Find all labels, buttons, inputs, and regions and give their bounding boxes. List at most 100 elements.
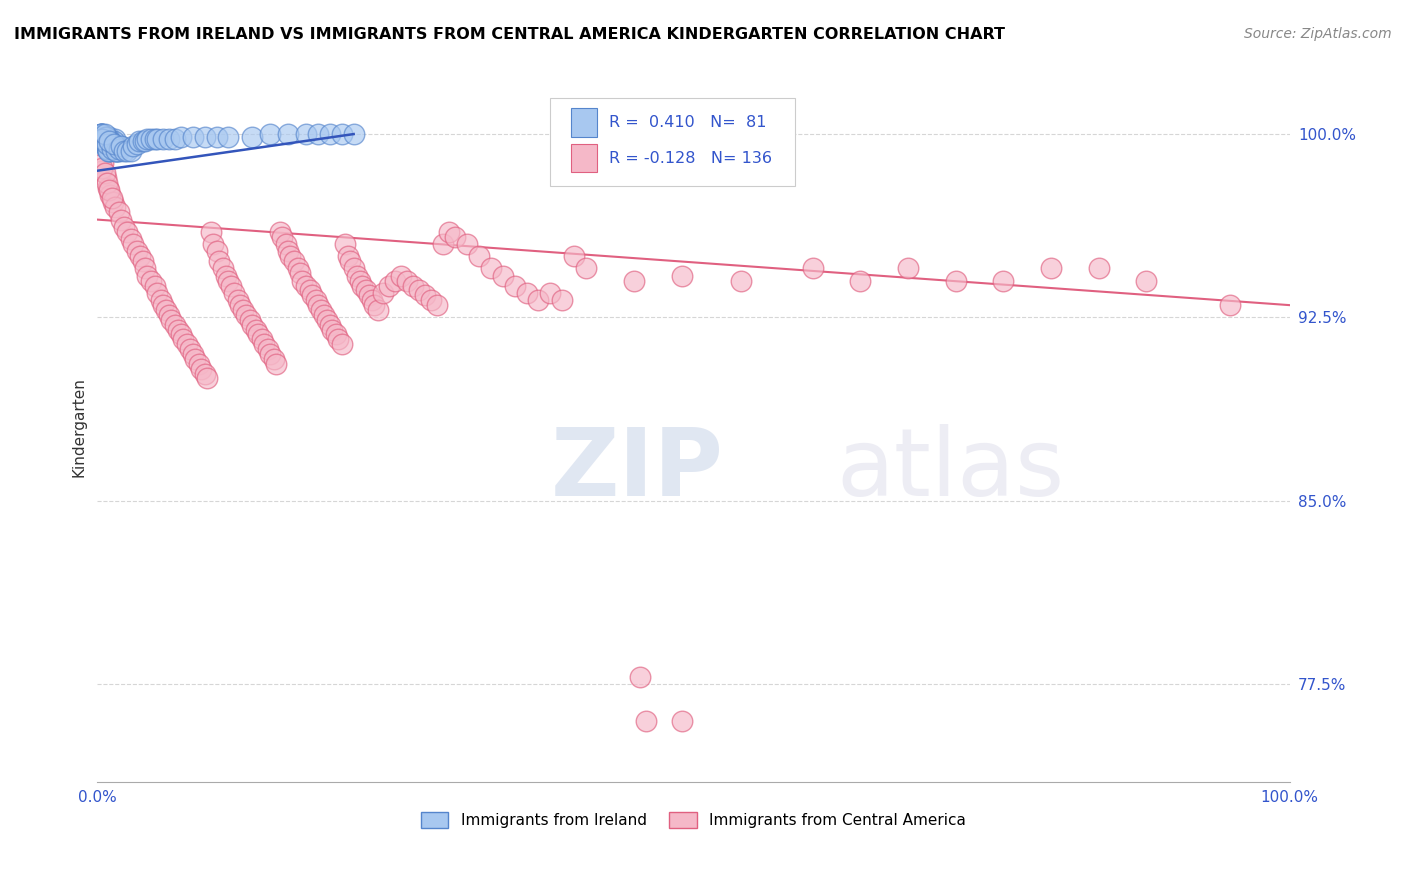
Point <box>259 347 281 361</box>
Point <box>122 139 145 153</box>
Point <box>240 318 263 332</box>
Point <box>105 144 128 158</box>
Point <box>349 274 371 288</box>
Point <box>120 232 142 246</box>
Point <box>103 136 125 151</box>
Point <box>479 261 502 276</box>
Point <box>319 127 342 141</box>
Point <box>201 237 224 252</box>
Point <box>298 284 321 298</box>
Point <box>420 293 443 308</box>
Point <box>280 249 302 263</box>
Point <box>94 129 117 144</box>
Point <box>100 135 122 149</box>
Point <box>167 322 190 336</box>
Point <box>319 318 342 332</box>
Point <box>104 144 127 158</box>
Text: ZIP: ZIP <box>550 424 723 516</box>
Point <box>190 361 212 376</box>
Point <box>90 127 112 141</box>
Point <box>339 254 361 268</box>
Point <box>93 166 115 180</box>
Point <box>215 268 238 283</box>
Point <box>170 129 193 144</box>
Point <box>437 225 460 239</box>
Text: atlas: atlas <box>837 424 1064 516</box>
Point <box>575 261 598 276</box>
Point <box>139 132 162 146</box>
Point <box>200 225 222 239</box>
Point <box>94 132 117 146</box>
Point <box>98 135 121 149</box>
Point <box>283 254 305 268</box>
Point <box>307 127 329 141</box>
Point <box>160 313 183 327</box>
Point <box>108 205 131 219</box>
Point <box>562 249 585 263</box>
Point <box>527 293 550 308</box>
FancyBboxPatch shape <box>550 98 794 186</box>
Point <box>194 129 217 144</box>
Point <box>129 249 152 263</box>
Point <box>360 293 382 308</box>
Point <box>134 261 156 276</box>
Point <box>101 139 124 153</box>
Point <box>336 249 359 263</box>
Point <box>115 225 138 239</box>
Point <box>235 308 257 322</box>
Point <box>125 136 148 151</box>
Point <box>239 313 262 327</box>
Point <box>335 237 357 252</box>
Point <box>100 136 122 151</box>
Point <box>112 219 135 234</box>
Point <box>136 132 159 146</box>
Point <box>105 142 128 156</box>
Point <box>104 139 127 153</box>
Point <box>97 181 120 195</box>
Point <box>110 139 132 153</box>
Point <box>373 285 395 300</box>
Point <box>245 322 267 336</box>
Point <box>97 136 120 151</box>
Point <box>107 144 129 158</box>
Point <box>218 274 240 288</box>
Point <box>115 144 138 158</box>
FancyBboxPatch shape <box>571 144 598 172</box>
Point <box>152 132 174 146</box>
Point <box>515 285 537 300</box>
Point <box>408 284 430 298</box>
Point <box>152 298 174 312</box>
Point <box>205 129 228 144</box>
Point <box>163 318 186 332</box>
Point <box>163 132 186 146</box>
FancyBboxPatch shape <box>571 109 598 136</box>
Point <box>101 139 124 153</box>
Point <box>149 293 172 308</box>
Point <box>187 357 209 371</box>
Point <box>91 156 114 170</box>
Point <box>432 237 454 252</box>
Point <box>146 285 169 300</box>
Point <box>359 288 381 302</box>
Point <box>538 285 561 300</box>
Point <box>295 278 318 293</box>
Point <box>176 337 198 351</box>
Point <box>208 254 231 268</box>
Point <box>413 288 436 302</box>
Point <box>100 144 122 158</box>
Point <box>90 127 112 141</box>
Point <box>181 347 204 361</box>
Point <box>211 261 233 276</box>
Legend: Immigrants from Ireland, Immigrants from Central America: Immigrants from Ireland, Immigrants from… <box>415 806 972 834</box>
Point <box>97 142 120 156</box>
Point <box>328 332 350 346</box>
Point <box>94 129 117 144</box>
Point <box>218 129 240 144</box>
Point <box>219 278 242 293</box>
Point <box>91 132 114 146</box>
Point <box>628 669 651 683</box>
Point <box>468 249 491 263</box>
Text: IMMIGRANTS FROM IRELAND VS IMMIGRANTS FROM CENTRAL AMERICA KINDERGARTEN CORRELAT: IMMIGRANTS FROM IRELAND VS IMMIGRANTS FR… <box>14 27 1005 42</box>
Point <box>179 342 201 356</box>
Point <box>993 274 1015 288</box>
